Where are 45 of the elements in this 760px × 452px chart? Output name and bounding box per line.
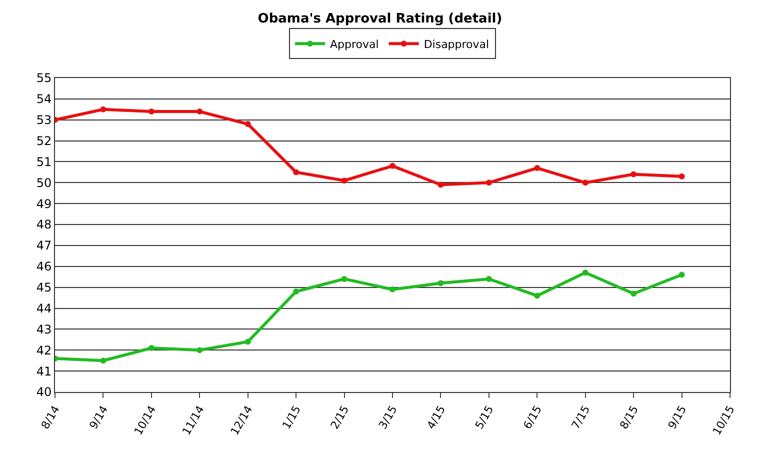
point [100, 106, 106, 112]
y-tick-label: 45 [36, 280, 52, 295]
chart-title: Obama's Approval Rating (detail) [258, 12, 502, 27]
point [196, 108, 203, 114]
point [100, 358, 106, 364]
y-tick-label: 47 [36, 238, 52, 253]
point [390, 286, 396, 292]
y-tick-label: 48 [36, 218, 52, 232]
y-tick-label: 40 [36, 385, 52, 400]
point [341, 178, 348, 184]
point [534, 165, 540, 172]
point [486, 180, 492, 186]
point [630, 171, 637, 178]
legend-label: Approval [330, 38, 379, 51]
y-tick-label: 54 [36, 92, 52, 106]
y-tick-label: 43 [36, 322, 52, 336]
point [438, 182, 444, 188]
y-tick-label: 42 [36, 343, 52, 358]
point [196, 347, 203, 354]
point [678, 173, 685, 180]
point [582, 180, 588, 186]
point [341, 276, 348, 282]
y-tick-label: 46 [36, 260, 52, 274]
point [390, 162, 396, 169]
y-tick-label: 52 [36, 134, 52, 148]
point [293, 169, 300, 176]
point [486, 276, 492, 282]
point [244, 121, 251, 128]
point [534, 292, 540, 299]
point [148, 345, 154, 352]
point [678, 272, 685, 278]
y-tick-label: 44 [36, 301, 52, 316]
point [293, 288, 300, 295]
point [630, 290, 637, 297]
point [148, 108, 154, 114]
y-tick-label: 50 [36, 176, 52, 190]
y-tick-label: 41 [36, 364, 52, 378]
legend-label: Disapproval [424, 38, 490, 51]
y-tick-label: 53 [36, 113, 52, 128]
y-tick-label: 55 [36, 71, 52, 86]
point [244, 338, 251, 345]
y-tick-label: 49 [36, 196, 52, 211]
y-tick-label: 51 [36, 154, 52, 169]
point [582, 270, 588, 276]
point [438, 280, 444, 286]
